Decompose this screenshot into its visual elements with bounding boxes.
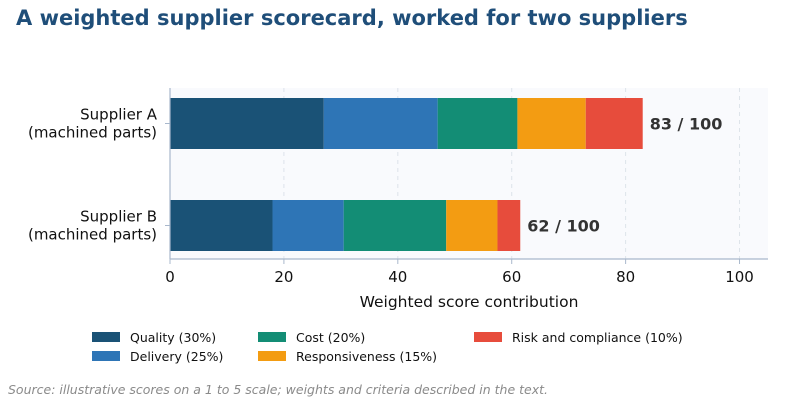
- total-label-1: 62 / 100: [527, 217, 600, 236]
- legend-swatch-4: [474, 332, 502, 342]
- x-axis-title: Weighted score contribution: [360, 293, 579, 311]
- x-tick-label-2: 40: [388, 268, 407, 286]
- bar-b-series-0: [170, 200, 273, 251]
- x-tick-label-5: 100: [725, 268, 754, 286]
- bar-a-series-2: [437, 98, 518, 149]
- legend-swatch-3: [258, 351, 286, 361]
- total-label-0: 83 / 100: [650, 115, 723, 134]
- bar-a-series-1: [323, 98, 438, 149]
- bar-a-series-0: [170, 98, 324, 149]
- legend-swatch-2: [258, 332, 286, 342]
- chart-title: A weighted supplier scorecard, worked fo…: [16, 6, 688, 30]
- bar-b-series-1: [272, 200, 344, 251]
- x-tick-label-3: 60: [502, 268, 521, 286]
- x-tick-label-1: 20: [274, 268, 293, 286]
- bar-a-series-3: [517, 98, 586, 149]
- legend-swatch-0: [92, 332, 120, 342]
- category-label-0-0: Supplier A: [80, 106, 158, 124]
- category-label-1-0: Supplier B: [80, 208, 157, 226]
- legend-label-3: Responsiveness (15%): [296, 349, 437, 364]
- bar-b-series-3: [446, 200, 498, 251]
- category-label-1-1: (machined parts): [28, 226, 157, 244]
- category-label-0-1: (machined parts): [28, 124, 157, 142]
- bar-a-series-4: [585, 98, 643, 149]
- bar-b-series-4: [497, 200, 521, 251]
- legend-label-0: Quality (30%): [130, 330, 216, 345]
- legend-label-4: Risk and compliance (10%): [512, 330, 683, 345]
- bar-b-series-2: [343, 200, 447, 251]
- source-note: Source: illustrative scores on a 1 to 5 …: [8, 382, 548, 397]
- x-tick-label-0: 0: [165, 268, 175, 286]
- legend-label-2: Cost (20%): [296, 330, 365, 345]
- legend-label-1: Delivery (25%): [130, 349, 223, 364]
- legend-swatch-1: [92, 351, 120, 361]
- x-tick-label-4: 80: [616, 268, 635, 286]
